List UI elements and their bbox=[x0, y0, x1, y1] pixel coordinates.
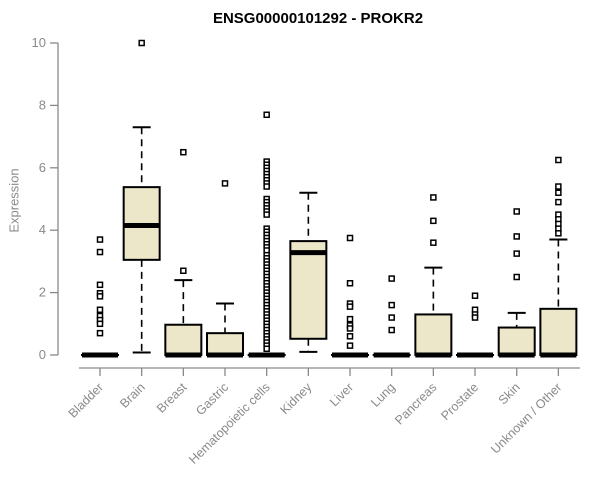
outlier-point bbox=[555, 156, 562, 164]
outlier-point bbox=[555, 198, 562, 206]
outlier-point bbox=[555, 183, 562, 190]
chart-title: ENSG00000101292 - PROKR2 bbox=[212, 10, 424, 27]
outlier-point bbox=[388, 275, 395, 282]
outlier-point bbox=[96, 306, 104, 314]
iqr-box bbox=[539, 307, 578, 357]
outlier-point bbox=[513, 250, 520, 257]
y-tick-label: 6 bbox=[39, 160, 46, 175]
iqr-box bbox=[164, 323, 203, 356]
x-tick-label: Kidney bbox=[278, 380, 315, 417]
outlier-point bbox=[346, 325, 354, 332]
outlier-point bbox=[346, 234, 354, 242]
outlier-point bbox=[388, 326, 395, 334]
outlier-point bbox=[555, 189, 562, 197]
outlier-point bbox=[513, 273, 520, 281]
iqr-box bbox=[414, 313, 453, 357]
outlier-point bbox=[263, 111, 270, 119]
outlier-point bbox=[221, 180, 229, 187]
outlier-point bbox=[513, 208, 520, 215]
outlier-point bbox=[555, 230, 562, 237]
outlier-point bbox=[263, 183, 270, 190]
outlier-point bbox=[471, 314, 479, 321]
outlier-point bbox=[96, 329, 104, 337]
y-tick-label: 8 bbox=[39, 97, 46, 112]
x-tick-label: Unknown / Other bbox=[488, 380, 564, 456]
outlier-point bbox=[138, 39, 145, 47]
outlier-point bbox=[96, 236, 104, 243]
x-tick-label: Liver bbox=[327, 380, 356, 409]
iqr-box bbox=[289, 240, 328, 340]
y-tick-label: 0 bbox=[39, 347, 46, 362]
outlier-point bbox=[346, 315, 354, 323]
x-tick-label: Lung bbox=[368, 380, 398, 410]
outlier-point bbox=[180, 148, 187, 156]
outlier-point bbox=[430, 217, 437, 225]
x-tick-label: Brain bbox=[117, 380, 148, 411]
outlier-point bbox=[513, 233, 520, 240]
outlier-point bbox=[346, 279, 354, 287]
y-tick-label: 2 bbox=[39, 285, 46, 300]
outlier-point bbox=[263, 345, 270, 353]
x-tick-label: Bladder bbox=[66, 380, 106, 420]
outlier-point bbox=[96, 281, 104, 289]
outlier-point bbox=[346, 303, 354, 310]
outlier-point bbox=[388, 314, 395, 321]
x-tick-label: Hematopoietic cells bbox=[186, 380, 273, 467]
outlier-point bbox=[96, 248, 104, 256]
x-tick-label: Breast bbox=[154, 380, 190, 416]
outlier-point bbox=[346, 342, 354, 349]
outlier-point bbox=[430, 239, 437, 246]
y-tick-label: 10 bbox=[32, 35, 46, 50]
outlier-point bbox=[471, 292, 479, 299]
outlier-point bbox=[96, 293, 104, 300]
outlier-point bbox=[430, 194, 437, 201]
x-tick-label: Gastric bbox=[193, 380, 231, 418]
x-tick-label: Prostate bbox=[438, 380, 481, 423]
outlier-point bbox=[263, 211, 270, 218]
outlier-point bbox=[388, 301, 395, 309]
x-tick-label: Skin bbox=[496, 380, 523, 407]
outlier-point bbox=[180, 267, 187, 275]
outlier-point bbox=[96, 320, 104, 328]
iqr-box bbox=[206, 332, 245, 357]
x-tick-label: Pancreas bbox=[392, 380, 439, 427]
iqr-box bbox=[497, 326, 536, 357]
outlier-point bbox=[346, 333, 354, 340]
y-tick-label: 4 bbox=[39, 222, 46, 237]
